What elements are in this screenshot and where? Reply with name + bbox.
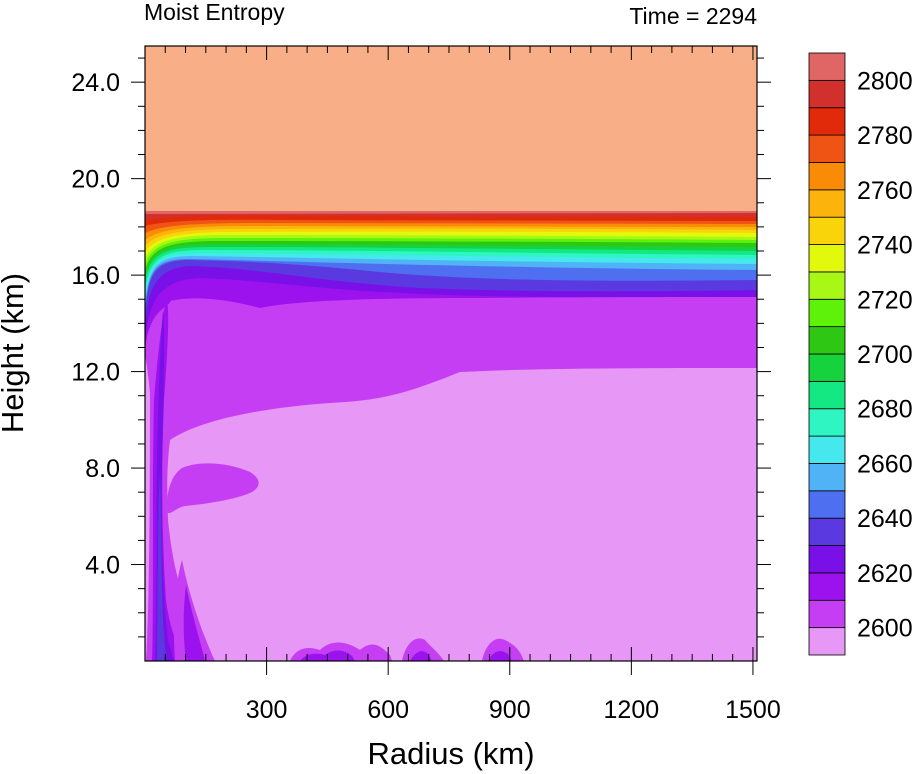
colorbar-swatch — [808, 216, 846, 245]
y-tick-label: 4.0 — [85, 552, 120, 580]
colorbar-label: 2640 — [857, 505, 913, 533]
colorbar-swatch — [808, 271, 846, 300]
colorbar-label: 2680 — [857, 396, 913, 424]
colorbar-label: 2760 — [857, 177, 913, 205]
colorbar-swatch — [808, 52, 846, 81]
colorbar-swatch — [808, 490, 846, 519]
x-tick-label: 1200 — [604, 696, 660, 724]
colorbar-swatch — [808, 79, 846, 109]
colorbar-swatch — [808, 244, 846, 273]
x-tick-label: 300 — [246, 696, 288, 724]
colorbar: 2600 2620 2640 2660 2680 2700 2720 2740 2760 2780… — [808, 52, 913, 656]
colorbar-swatch — [808, 134, 846, 163]
colorbar-label: 2740 — [857, 232, 913, 260]
chart-title-right: Time = 2294 — [629, 3, 757, 29]
x-axis-label: Radius (km) — [367, 736, 534, 771]
eyewall-2630 — [157, 470, 166, 661]
colorbar-label: 2720 — [857, 286, 913, 314]
colorbar-label: 2780 — [857, 122, 913, 150]
y-tick-label: 8.0 — [85, 455, 120, 483]
plot-frame — [144, 45, 758, 662]
colorbar-swatch — [808, 463, 846, 492]
colorbar-swatch — [808, 162, 846, 191]
colorbar-swatch — [808, 326, 846, 355]
colorbar-swatch — [808, 435, 846, 464]
plot-area — [145, 46, 757, 661]
colorbar-swatch — [808, 545, 846, 574]
colorbar-label: 2620 — [857, 560, 913, 588]
colorbar-label: 2800 — [857, 67, 913, 95]
y-tick-label: 12.0 — [71, 359, 120, 387]
level-2590 — [145, 355, 757, 661]
colorbar-swatch — [808, 599, 846, 629]
x-axis: 300 600 900 1200 1500 — [164, 46, 781, 724]
y-tick-label: 16.0 — [71, 262, 120, 290]
y-axis: 4.0 8.0 12.0 16.0 20.0 24.0 — [71, 57, 771, 638]
colorbar-label: 2600 — [857, 615, 913, 643]
y-tick-label: 24.0 — [71, 69, 120, 97]
colorbar-swatch — [808, 627, 846, 656]
chart-title-left: Moist Entropy — [144, 0, 285, 25]
y-tick-label: 20.0 — [71, 166, 120, 194]
colorbar-swatch — [808, 408, 846, 437]
x-tick-label: 900 — [489, 696, 531, 724]
surface-2600 — [173, 560, 525, 661]
colorbar-swatch — [808, 189, 846, 218]
colorbar-swatch — [808, 107, 846, 136]
x-tick-label: 600 — [367, 696, 409, 724]
colorbar-swatch — [808, 298, 846, 328]
colorbar-label: 2660 — [857, 450, 913, 478]
colorbar-label: 2700 — [857, 341, 913, 369]
level-2600-pocket — [166, 463, 259, 514]
x-tick-label: 1500 — [725, 696, 781, 724]
colorbar-swatch — [808, 353, 846, 382]
colorbar-swatch — [808, 380, 846, 410]
colorbar-swatch — [808, 517, 846, 546]
y-axis-label: Height (km) — [0, 273, 30, 433]
colorbar-swatch — [808, 572, 846, 601]
